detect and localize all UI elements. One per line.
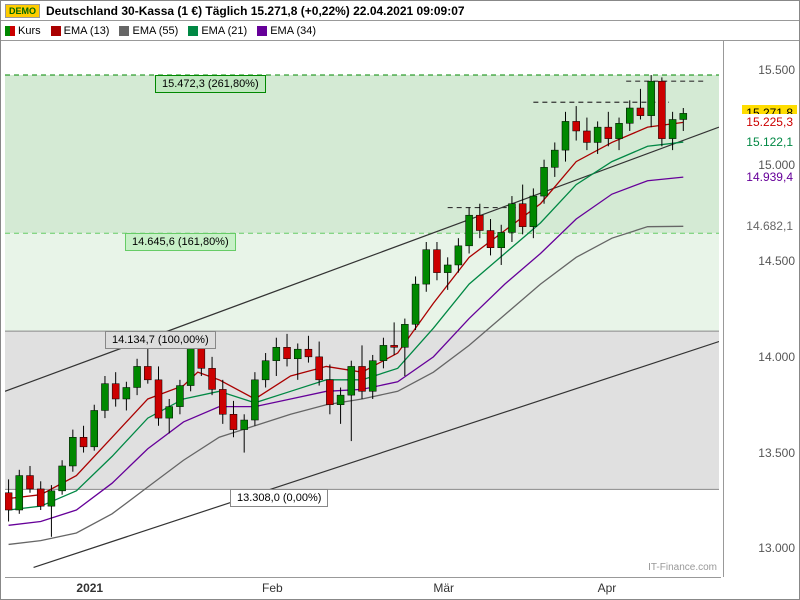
fib-level-label: 14.134,7 (100,00%) xyxy=(105,331,216,349)
plot-area[interactable]: 15.472,3 (261,80%) 14.645,6 (161,80%) 14.1… xyxy=(5,41,721,577)
legend-item: EMA (55) xyxy=(119,25,178,37)
watermark: IT-Finance.com xyxy=(648,562,717,573)
fib-level-label: 13.308,0 (0,00%) xyxy=(230,489,328,507)
x-tick-label: Mär xyxy=(433,581,454,595)
price-tag: 15.122,1 xyxy=(742,134,797,150)
price-tag: 15.225,3 xyxy=(742,114,797,130)
fib-level-label: 15.472,3 (261,80%) xyxy=(155,75,266,93)
legend-item: EMA (34) xyxy=(257,25,316,37)
chart-title: Deutschland 30-Kassa (1 €) Täglich 15.27… xyxy=(46,4,465,18)
chart-header: DEMO Deutschland 30-Kassa (1 €) Täglich … xyxy=(1,1,799,21)
y-tick-label: 13.500 xyxy=(758,446,795,460)
legend-item: Kurs xyxy=(5,25,41,37)
x-axis: 2021 Feb Mär Apr xyxy=(5,577,721,599)
fib-level-label: 14.645,6 (161,80%) xyxy=(125,233,236,251)
x-tick-label: Feb xyxy=(262,581,283,595)
y-axis: 13.00013.50014.00014.50015.00015.50015.2… xyxy=(723,41,799,577)
chart-container: DEMO Deutschland 30-Kassa (1 €) Täglich … xyxy=(0,0,800,600)
chart-area: 15.472,3 (261,80%) 14.645,6 (161,80%) 14.1… xyxy=(1,41,799,577)
price-tag: 14.682,1 xyxy=(742,218,797,234)
x-tick-label: 2021 xyxy=(76,581,103,595)
y-tick-label: 13.000 xyxy=(758,541,795,555)
price-tag: 14.939,4 xyxy=(742,169,797,185)
legend-bar: Kurs EMA (13) EMA (55) EMA (21) EMA (34) xyxy=(1,21,799,41)
legend-item: EMA (13) xyxy=(51,25,110,37)
demo-badge: DEMO xyxy=(5,4,40,18)
x-tick-label: Apr xyxy=(598,581,617,595)
legend-item: EMA (21) xyxy=(188,25,247,37)
y-tick-label: 14.500 xyxy=(758,254,795,268)
y-tick-label: 15.500 xyxy=(758,63,795,77)
y-tick-label: 14.000 xyxy=(758,350,795,364)
